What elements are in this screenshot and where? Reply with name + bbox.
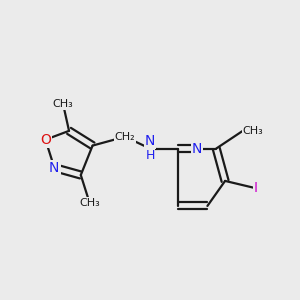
- Text: O: O: [40, 133, 51, 147]
- Text: N: N: [145, 134, 155, 148]
- Text: CH₃: CH₃: [79, 198, 100, 208]
- Text: I: I: [254, 181, 258, 195]
- Text: CH₃: CH₃: [243, 126, 263, 136]
- Text: CH₂: CH₂: [115, 132, 135, 142]
- Text: H: H: [145, 149, 155, 162]
- Text: N: N: [192, 142, 202, 155]
- Text: N: N: [49, 161, 59, 175]
- Text: CH₃: CH₃: [53, 99, 74, 110]
